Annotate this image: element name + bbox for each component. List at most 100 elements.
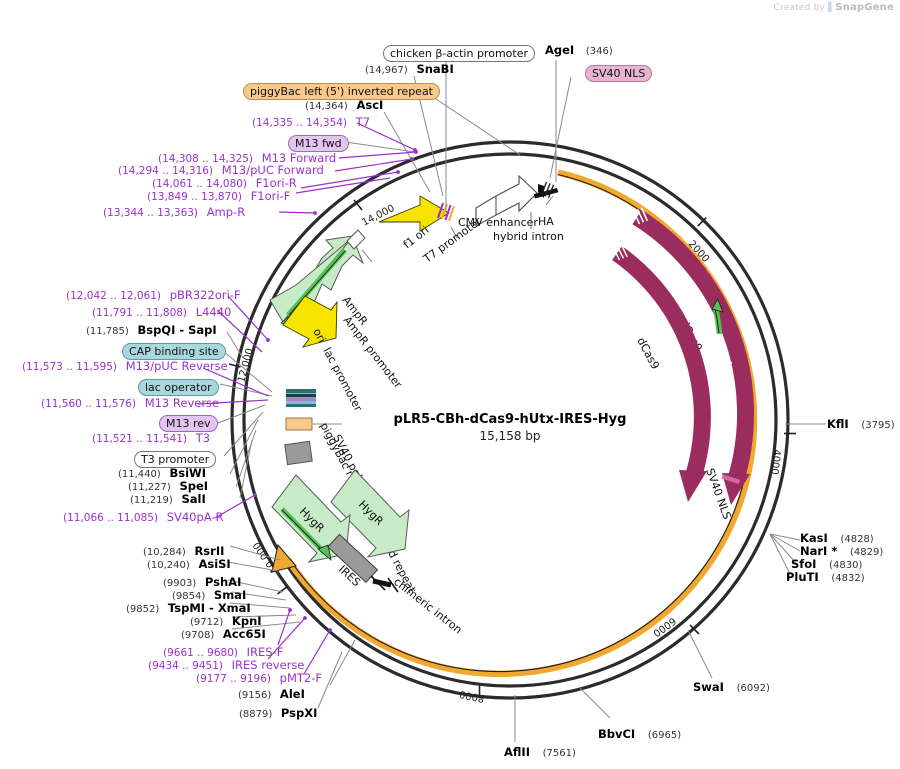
label-sv40-nls-box[interactable]: SV40 NLS — [585, 62, 653, 82]
label-pshai[interactable]: (9903) PshAI — [163, 575, 241, 589]
enzyme-name: KflI — [827, 417, 849, 431]
primer-position: (13,344 .. 13,363) — [103, 207, 199, 219]
primer-name: T7 — [355, 115, 371, 129]
label-piggybac-left[interactable]: piggyBac left (5') inverted repeat — [243, 80, 440, 100]
label-kasi[interactable]: KasI (4828) — [800, 531, 874, 545]
label-acc65i[interactable]: (9708) Acc65I — [181, 627, 266, 641]
primer-name: IRES reverse — [231, 658, 305, 672]
label-asci[interactable]: (14,364) AscI — [305, 98, 383, 112]
enzyme-name: SnaBI — [416, 62, 454, 76]
enzyme-position: (7561) — [542, 748, 576, 759]
label-sali[interactable]: (11,219) SalI — [130, 492, 206, 506]
label-m13-rev-box[interactable]: M13 rev — [159, 412, 218, 432]
label-smai[interactable]: (9854) SmaI — [172, 588, 246, 602]
primer-position: (9177 .. 9196) — [196, 673, 271, 685]
chimeric-intron-feature: chimeric intron — [370, 575, 465, 636]
primer-position: (14,335 .. 14,354) — [252, 117, 348, 129]
label-amp-r[interactable]: (13,344 .. 13,363) Amp-R — [103, 205, 245, 219]
label-f1ori-f[interactable]: (13,849 .. 13,870) F1ori-F — [147, 189, 290, 203]
primer-name: M13/pUC Forward — [221, 163, 324, 177]
label-agei[interactable]: AgeI (346) — [545, 43, 613, 57]
enzyme-position: (9852) — [126, 604, 160, 615]
label-text: piggyBac left (5') inverted repeat — [243, 83, 440, 100]
label-sfoi[interactable]: SfoI (4830) — [791, 557, 862, 571]
enzyme-name: SmaI — [213, 588, 247, 602]
enzyme-name: RsrII — [194, 544, 225, 558]
label-chicken-beta-actin-promoter[interactable]: chicken β-actin promoter — [383, 42, 535, 62]
enzyme-position: (9708) — [181, 630, 215, 641]
enzyme-name: PshAI — [204, 575, 242, 589]
label-text: T3 promoter — [134, 451, 217, 468]
enzyme-name: BspQI - SapI — [137, 323, 217, 337]
label-rsrii[interactable]: (10,284) RsrII — [143, 544, 224, 558]
primer-position: (11,573 .. 11,595) — [22, 361, 118, 373]
label-sv40pa-r[interactable]: (11,066 .. 11,085) SV40pA-R — [63, 510, 224, 524]
label-spei[interactable]: (11,227) SpeI — [128, 479, 208, 493]
plasmid-backbone — [230, 140, 790, 700]
primer-name: pMT2-F — [279, 671, 322, 685]
ires-feature: IRES — [327, 533, 379, 589]
label-m13-puc-reverse[interactable]: (11,573 .. 11,595) M13/pUC Reverse — [22, 359, 228, 373]
label-asisi[interactable]: (10,240) AsiSI — [147, 557, 231, 571]
enzyme-position: (11,219) — [130, 495, 173, 506]
enzyme-name: BbvCI — [598, 727, 636, 741]
feature-label-ha: HA — [538, 215, 554, 228]
label-ires-reverse[interactable]: (9434 .. 9451) IRES reverse — [148, 658, 305, 672]
feature-label-ori: ori — [310, 326, 328, 345]
feature-label: dCas9 — [634, 335, 662, 371]
primer-position: (14,061 .. 14,080) — [152, 178, 248, 190]
enzyme-name: PspXI — [280, 706, 318, 720]
label-swai[interactable]: SwaI (6092) — [693, 680, 770, 694]
enzyme-position: (6965) — [647, 730, 682, 741]
label-t3-promoter[interactable]: T3 promoter — [134, 448, 217, 468]
enzyme-name: KasI — [800, 531, 828, 545]
label-pspxi[interactable]: (8879) PspXI — [239, 706, 317, 720]
label-pbr322ori-f[interactable]: (12,042 .. 12,061) pBR322ori-F — [66, 288, 241, 302]
enzyme-position: (14,967) — [365, 65, 408, 76]
label-lac-operator[interactable]: lac operator — [138, 376, 219, 396]
label-kpni[interactable]: (9712) KpnI — [190, 614, 262, 628]
label-bsiwi[interactable]: (11,440) BsiWI — [118, 466, 206, 480]
label-ires-f[interactable]: (9661 .. 9680) IRES-F — [163, 645, 283, 659]
plasmid-size: 15,158 bp — [479, 429, 540, 443]
label-nari[interactable]: NarI * (4829) — [800, 544, 883, 558]
tick-label: 8000 — [458, 688, 485, 704]
label-aflii[interactable]: AflII (7561) — [504, 745, 576, 759]
label-t3-primer[interactable]: (11,521 .. 11,541) T3 — [92, 431, 210, 445]
dcas9-inner-arrow: dCas9 — [612, 243, 711, 502]
enzyme-name: SalI — [181, 492, 206, 506]
primer-position: (9434 .. 9451) — [148, 660, 223, 672]
enzyme-name: AflII — [504, 745, 530, 759]
primer-name: pBR322ori-F — [169, 288, 241, 302]
enzyme-position: (9854) — [172, 591, 206, 602]
label-tspmi-xmai[interactable]: (9852) TspMI - XmaI — [126, 601, 251, 615]
label-bbvci[interactable]: BbvCI (6965) — [598, 727, 681, 741]
enzyme-position: (6092) — [736, 683, 770, 694]
primer-position: (14,294 .. 14,316) — [118, 165, 214, 177]
label-pluti[interactable]: PluTI (4832) — [786, 570, 865, 584]
enzyme-position: (10,284) — [143, 547, 186, 558]
enzyme-name: TspMI - XmaI — [167, 601, 251, 615]
label-kfli[interactable]: KflI (3795) — [827, 417, 895, 431]
primer-position: (11,521 .. 11,541) — [92, 433, 188, 445]
label-pmt2-f[interactable]: (9177 .. 9196) pMT2-F — [196, 671, 322, 685]
label-m13-forward[interactable]: (14,308 .. 14,325) M13 Forward — [158, 151, 336, 165]
label-m13-puc-forward[interactable]: (14,294 .. 14,316) M13/pUC Forward — [118, 163, 324, 177]
label-l4440[interactable]: (11,791 .. 11,808) L4440 — [92, 305, 231, 319]
enzyme-name: AsiSI — [198, 557, 231, 571]
enzyme-name: BsiWI — [169, 466, 206, 480]
primer-position: (13,849 .. 13,870) — [147, 191, 243, 203]
label-f1ori-r[interactable]: (14,061 .. 14,080) F1ori-R — [152, 176, 297, 190]
label-m13-reverse[interactable]: (11,560 .. 11,576) M13 Reverse — [41, 396, 219, 410]
primer-name: M13 Forward — [261, 151, 337, 165]
snapgene-watermark: Created by ▌SnapGene — [774, 2, 894, 13]
label-t7-primer[interactable]: (14,335 .. 14,354) T7 — [252, 115, 370, 129]
label-alei[interactable]: (9156) AleI — [238, 687, 305, 701]
label-bspqi-sapi[interactable]: (11,785) BspQI - SapI — [86, 323, 217, 337]
enzyme-position: (4828) — [840, 534, 874, 545]
label-cap-binding-site[interactable]: CAP binding site — [122, 340, 226, 360]
label-snabi[interactable]: (14,967) SnaBI — [365, 62, 454, 76]
page-title: pLR5-CBh-dCas9-hUtx-IRES-Hyg — [394, 412, 627, 427]
label-m13-fwd-box[interactable]: M13 fwd — [288, 132, 349, 152]
